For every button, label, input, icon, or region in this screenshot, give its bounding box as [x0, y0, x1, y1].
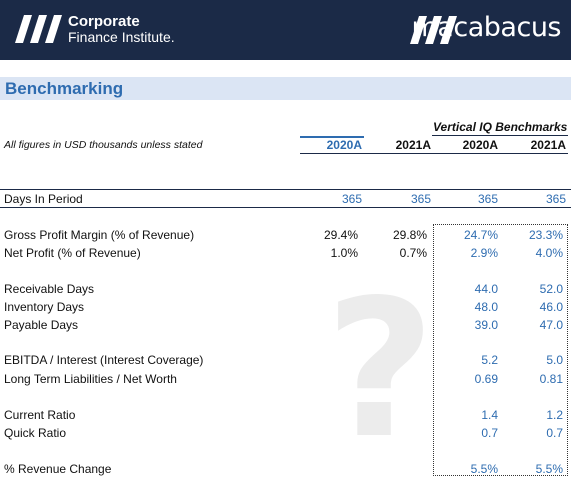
section-title-band: Benchmarking [0, 77, 571, 100]
cell-days-bench-2020a: 365 [477, 192, 498, 206]
cell-ebitda-bench-2020a: 5.2 [481, 353, 498, 367]
row-label-current-ratio: Current Ratio [4, 408, 76, 422]
cell-gpm-2021a: 29.8% [392, 228, 427, 242]
header-underline [300, 153, 568, 154]
row-label-ltl-net-worth: Long Term Liabilities / Net Worth [4, 372, 177, 386]
cell-days-bench-2021a: 365 [545, 192, 566, 206]
row-label-ebitda-interest: EBITDA / Interest (Interest Coverage) [4, 353, 204, 367]
cell-np-bench-2021a: 4.0% [535, 246, 563, 260]
page-title: Benchmarking [5, 79, 124, 98]
cell-days-2021a: 365 [410, 192, 431, 206]
col-2020a-topline [300, 136, 364, 138]
cell-id-bench-2021a: 46.0 [539, 300, 563, 314]
benchmark-box [433, 224, 568, 476]
units-note: All figures in USD thousands unless stat… [4, 139, 203, 151]
col-header-2021a: 2021A [395, 138, 431, 152]
cell-qr-bench-2020a: 0.7 [481, 426, 498, 440]
cell-np-bench-2020a: 2.9% [470, 246, 498, 260]
cell-ltl-bench-2020a: 0.69 [474, 372, 498, 386]
col-header-bench-2021a: 2021A [530, 138, 566, 152]
cfi-logo-icon [15, 15, 62, 43]
cell-qr-bench-2021a: 0.7 [546, 426, 563, 440]
cell-cr-bench-2021a: 1.2 [546, 408, 563, 422]
col-header-bench-2020a: 2020A [462, 138, 498, 152]
row-label-net-profit: Net Profit (% of Revenue) [4, 246, 141, 260]
cell-rd-bench-2021a: 52.0 [539, 282, 563, 296]
benchmark-group-header: Vertical IQ Benchmarks [433, 120, 568, 134]
cfi-logo-line1: Corporate [68, 13, 140, 30]
cell-ltl-bench-2021a: 0.81 [539, 372, 563, 386]
cell-np-2021a: 0.7% [399, 246, 427, 260]
cell-gpm-2020a: 29.4% [323, 228, 358, 242]
col-header-2020a: 2020A [326, 138, 362, 152]
row-label-days-in-period: Days In Period [4, 192, 83, 206]
row-label-quick-ratio: Quick Ratio [4, 426, 67, 440]
cell-rd-bench-2020a: 44.0 [474, 282, 498, 296]
cell-pd-bench-2020a: 39.0 [474, 318, 498, 332]
cell-pd-bench-2021a: 47.0 [539, 318, 563, 332]
cell-id-bench-2020a: 48.0 [474, 300, 498, 314]
macabacus-logo-icon [410, 16, 457, 44]
row-label-payable-days: Payable Days [4, 318, 79, 332]
cfi-logo-text: Corporate Finance Institute. [68, 14, 175, 44]
row-label-revenue-change: % Revenue Change [4, 462, 112, 476]
benchmark-group-underline [432, 135, 568, 136]
cell-gpm-bench-2021a: 23.3% [528, 228, 563, 242]
cell-ebitda-bench-2021a: 5.0 [546, 353, 563, 367]
cell-rev-bench-2021a: 5.5% [535, 462, 563, 476]
row-label-inventory-days: Inventory Days [4, 300, 85, 314]
row-label-gross-profit-margin: Gross Profit Margin (% of Revenue) [4, 228, 195, 242]
header-banner: Corporate Finance Institute. macabacus [0, 0, 571, 60]
question-mark-icon: ? [325, 259, 436, 480]
days-row-bottom-border [0, 207, 571, 208]
macabacus-logo-text: macabacus [411, 12, 562, 43]
row-label-receivable-days: Receivable Days [4, 282, 95, 296]
cell-cr-bench-2020a: 1.4 [481, 408, 498, 422]
cfi-logo-line2: Finance Institute. [68, 28, 175, 45]
cell-rev-bench-2020a: 5.5% [470, 462, 498, 476]
cell-np-2020a: 1.0% [330, 246, 358, 260]
cell-days-2020a: 365 [341, 192, 362, 206]
days-row-top-border [0, 189, 571, 190]
cell-gpm-bench-2020a: 24.7% [463, 228, 498, 242]
